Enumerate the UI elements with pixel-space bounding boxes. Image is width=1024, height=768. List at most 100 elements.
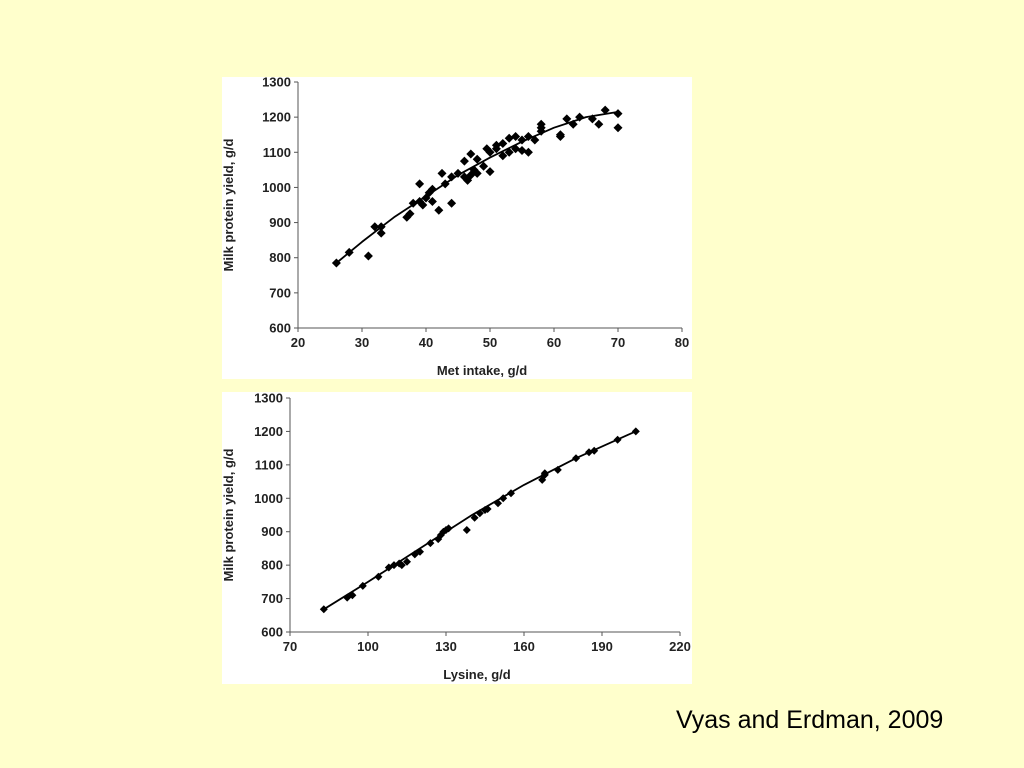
x-tick-label: 60 bbox=[547, 335, 561, 350]
data-point bbox=[376, 228, 386, 238]
citation-text: Vyas and Erdman, 2009 bbox=[676, 706, 944, 734]
data-point bbox=[504, 147, 514, 157]
data-point bbox=[376, 222, 386, 232]
data-point bbox=[436, 531, 445, 540]
data-point bbox=[447, 172, 457, 182]
data-point bbox=[447, 198, 457, 208]
y-tick-label: 800 bbox=[261, 558, 283, 573]
data-point bbox=[523, 147, 533, 157]
data-point bbox=[613, 435, 622, 444]
x-tick-label: 190 bbox=[591, 639, 613, 654]
data-point bbox=[472, 154, 482, 164]
data-point bbox=[374, 572, 383, 581]
y-tick-label: 1100 bbox=[255, 457, 283, 472]
y-tick-label: 1300 bbox=[254, 392, 283, 406]
y-tick-label: 700 bbox=[269, 285, 291, 300]
data-point bbox=[498, 151, 508, 161]
data-point bbox=[418, 200, 428, 210]
data-point bbox=[462, 526, 471, 534]
y-tick-label: 800 bbox=[269, 250, 291, 265]
y-tick-label: 1200 bbox=[262, 110, 291, 125]
data-point bbox=[536, 126, 546, 136]
y-tick-label: 1200 bbox=[254, 424, 283, 439]
data-point bbox=[530, 135, 540, 145]
data-point bbox=[572, 454, 580, 463]
x-tick-label: 70 bbox=[283, 639, 297, 654]
data-point bbox=[517, 135, 527, 145]
data-point bbox=[562, 114, 572, 124]
data-point bbox=[494, 499, 502, 508]
lysine-chart: 600 700 800 900 1000 1100 1200 1300 70 100 130 160 1… bbox=[222, 392, 692, 684]
x-tick-label: 220 bbox=[669, 639, 691, 654]
data-point bbox=[594, 119, 604, 129]
data-point bbox=[390, 561, 398, 570]
data-point bbox=[485, 147, 495, 157]
data-point bbox=[440, 179, 450, 189]
data-point bbox=[555, 132, 565, 141]
data-point bbox=[523, 132, 533, 141]
y-tick-label: 1000 bbox=[262, 180, 291, 195]
data-point bbox=[553, 465, 562, 474]
data-point bbox=[613, 109, 623, 119]
data-point bbox=[403, 557, 411, 566]
data-point bbox=[434, 535, 443, 544]
data-point bbox=[331, 258, 341, 268]
x-tick-label: 80 bbox=[675, 335, 689, 350]
x-tick-label: 70 bbox=[611, 335, 625, 350]
data-point bbox=[600, 105, 610, 115]
met-intake-chart-svg: 600 700 800 900 1000 1100 1200 1300 20 30 40 50 60 70… bbox=[222, 77, 689, 378]
y-tick-label: 600 bbox=[269, 321, 291, 336]
data-point bbox=[343, 593, 352, 602]
data-point bbox=[427, 197, 437, 206]
data-point bbox=[358, 581, 367, 590]
data-point bbox=[363, 251, 373, 261]
x-axis-title: Lysine, g/d bbox=[443, 667, 510, 682]
x-tick-label: 160 bbox=[513, 639, 535, 654]
y-tick-label: 900 bbox=[261, 524, 283, 539]
data-point bbox=[453, 168, 463, 178]
data-point bbox=[348, 591, 357, 600]
data-point bbox=[590, 446, 599, 455]
data-point bbox=[415, 179, 425, 189]
data-point bbox=[483, 505, 492, 513]
data-point bbox=[499, 494, 508, 503]
data-point bbox=[568, 119, 578, 129]
y-axis-title: Milk protein yield, g/d bbox=[222, 448, 236, 581]
data-point bbox=[613, 123, 623, 133]
data-point bbox=[536, 119, 546, 129]
x-axis-title: Met intake, g/d bbox=[437, 363, 527, 378]
data-point bbox=[507, 489, 515, 498]
data-point bbox=[370, 222, 380, 232]
data-point bbox=[491, 140, 501, 150]
y-tick-label: 700 bbox=[261, 591, 283, 606]
data-point bbox=[538, 475, 547, 484]
met-intake-chart: 600 700 800 900 1000 1100 1200 1300 20 30 40 50 60 70… bbox=[222, 77, 692, 379]
y-tick-label: 1000 bbox=[254, 491, 283, 506]
data-point bbox=[485, 167, 495, 177]
data-point bbox=[466, 149, 476, 159]
data-point bbox=[426, 539, 435, 548]
x-tick-label: 130 bbox=[435, 639, 457, 654]
x-tick-label: 20 bbox=[291, 335, 305, 350]
data-point bbox=[498, 139, 508, 148]
data-point bbox=[463, 175, 473, 185]
trend-line bbox=[335, 111, 619, 264]
trend-line bbox=[323, 430, 637, 611]
x-tick-label: 40 bbox=[419, 335, 433, 350]
data-point bbox=[444, 524, 453, 533]
data-point bbox=[434, 205, 444, 215]
data-point bbox=[395, 559, 404, 568]
data-point bbox=[459, 156, 469, 166]
lysine-chart-svg: 600 700 800 900 1000 1100 1200 1300 70 100 130 160 1… bbox=[222, 392, 691, 682]
data-point bbox=[517, 146, 527, 155]
data-point bbox=[540, 469, 549, 478]
data-point bbox=[424, 188, 434, 198]
x-tick-label: 100 bbox=[357, 639, 379, 654]
data-point bbox=[587, 114, 597, 124]
data-point bbox=[427, 184, 437, 194]
y-tick-label: 600 bbox=[261, 625, 283, 640]
data-point bbox=[575, 112, 585, 122]
y-tick-label: 1100 bbox=[263, 145, 291, 160]
data-point bbox=[416, 547, 424, 556]
data-point bbox=[344, 247, 354, 257]
